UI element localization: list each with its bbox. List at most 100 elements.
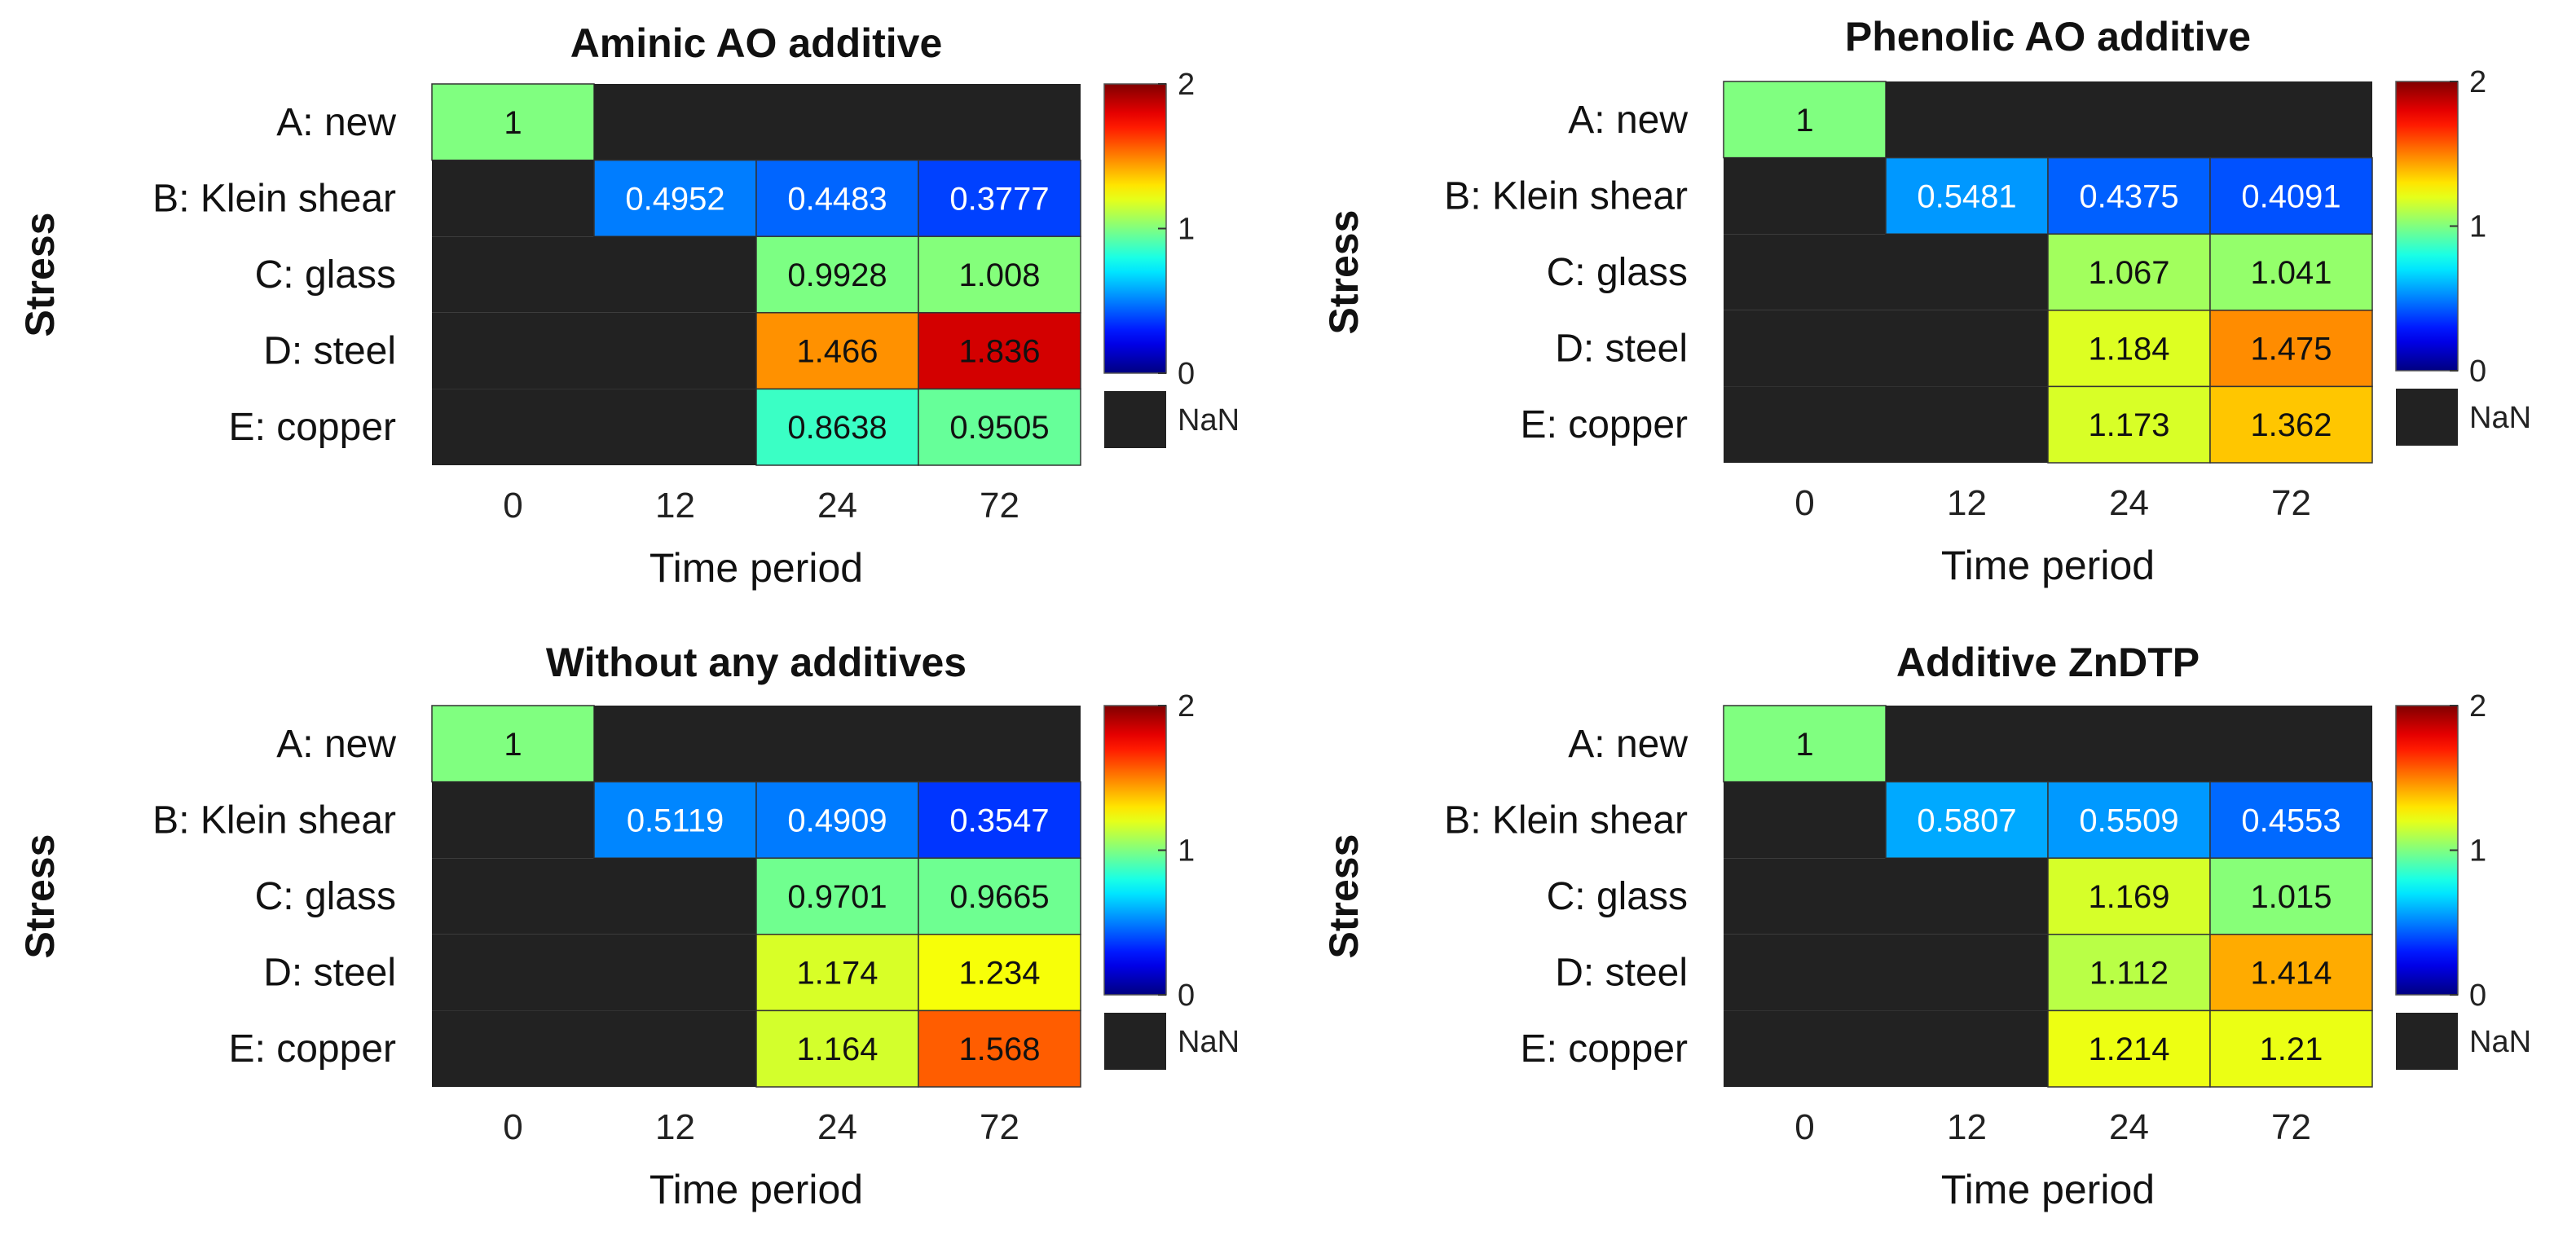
- heatmap-cell: [2047, 781, 2211, 859]
- x-tick-label: 12: [655, 486, 695, 526]
- x-axis-title: Time period: [1941, 1167, 2155, 1212]
- x-tick-label: 24: [817, 1107, 857, 1147]
- x-tick-label: 0: [503, 486, 522, 526]
- cell-value-label: 0.5119: [627, 803, 724, 838]
- cell-value-label: 0.5509: [2079, 803, 2178, 838]
- chart-title: Without any additives: [546, 640, 967, 685]
- heatmap-cell: [2209, 781, 2373, 859]
- cell-value-label: 1.214: [2088, 1031, 2169, 1067]
- y-tick-label: D: steel: [1555, 328, 1688, 371]
- heatmap-cell: [2209, 310, 2373, 388]
- cell-value-label: 1.112: [2089, 956, 2169, 992]
- heatmap-cell: [594, 236, 756, 313]
- heatmap-panel-4: Additive ZnDTP 1 0.5807 0.5509 0.4553 1.169 1.…: [1321, 640, 2531, 1212]
- cell-value-label: 1.568: [958, 1031, 1040, 1067]
- y-tick-label: D: steel: [263, 330, 396, 373]
- y-axis-title: Stress: [17, 834, 63, 959]
- heatmap-cell: [2209, 233, 2373, 311]
- x-tick-label: 72: [2271, 483, 2311, 523]
- cell-value-label: 0.8638: [787, 410, 887, 446]
- heatmap-cell: [918, 1009, 1081, 1088]
- heatmap-cell: [2209, 385, 2373, 464]
- nan-legend-label: NaN: [2469, 1025, 2531, 1059]
- colorbar-tick-label: 0: [1178, 979, 1195, 1013]
- colorbar-tick-label: 0: [1178, 357, 1195, 391]
- y-tick-label: C: glass: [1547, 875, 1688, 918]
- y-tick-label: A: new: [276, 101, 396, 144]
- heatmap-cell: [2047, 385, 2211, 464]
- chart-title: Aminic AO additive: [570, 20, 943, 66]
- cell-value-label: 0.4483: [787, 181, 887, 217]
- x-tick-label: 24: [2109, 483, 2149, 523]
- cell-value-label: 0.4091: [2241, 178, 2340, 214]
- heatmap-cell: [755, 159, 919, 237]
- heatmap-panel-3: Without any additives 1 0.5119 0.4909 0.3547…: [17, 640, 1240, 1212]
- x-tick-label: 0: [503, 1107, 522, 1147]
- y-tick-label: B: Klein shear: [1444, 798, 1688, 842]
- nan-legend-label: NaN: [1178, 403, 1240, 438]
- y-axis-title: Stress: [17, 213, 63, 337]
- x-tick-label: 12: [1947, 483, 1987, 523]
- y-axis-title: Stress: [1321, 210, 1367, 335]
- chart-title: Additive ZnDTP: [1896, 640, 2200, 685]
- heatmap-cell: [918, 84, 1081, 161]
- heatmap-cell: [1886, 1010, 2048, 1087]
- heatmap-cell: [1724, 157, 1886, 235]
- cell-value-label: 1.21: [2260, 1031, 2323, 1067]
- cell-value-label: 0.4375: [2079, 178, 2178, 214]
- heatmap-cell: [755, 781, 919, 859]
- colorbar: [2395, 81, 2459, 372]
- nan-legend-label: NaN: [2469, 401, 2531, 435]
- y-tick-label: A: new: [1568, 723, 1688, 766]
- heatmap-cell: [2210, 81, 2372, 158]
- heatmap-cell: [1724, 234, 1886, 310]
- heatmap-cell: [432, 312, 594, 389]
- x-axis-title: Time period: [1941, 543, 2155, 588]
- cell-value-label: 1: [1795, 727, 1813, 763]
- heatmap-cell: [2047, 1009, 2211, 1088]
- heatmap-cell: [593, 159, 757, 237]
- y-tick-label: B: Klein shear: [152, 177, 396, 220]
- cell-value-label: 1.234: [958, 956, 1040, 992]
- heatmap-cell: [918, 159, 1081, 237]
- heatmap-cell: [1886, 386, 2048, 463]
- x-tick-label: 12: [1947, 1107, 1987, 1147]
- nan-swatch: [1104, 1013, 1166, 1070]
- colorbar-tick-label: 0: [2469, 354, 2486, 389]
- heatmap-cell: [1886, 310, 2048, 387]
- colorbar-tick-label: 1: [1178, 834, 1195, 869]
- y-tick-label: C: glass: [255, 253, 396, 297]
- y-tick-label: E: copper: [229, 406, 396, 449]
- heatmap-cell: [431, 83, 595, 161]
- heatmap-cell: [594, 706, 756, 782]
- y-tick-label: A: new: [276, 723, 396, 766]
- y-tick-label: A: new: [1568, 99, 1688, 142]
- cell-value-label: 1.169: [2088, 879, 2169, 915]
- cell-value-label: 1.466: [796, 334, 878, 370]
- chart-title: Phenolic AO additive: [1845, 14, 2251, 59]
- heatmap-cell: [432, 389, 594, 465]
- heatmap-cell: [918, 388, 1081, 466]
- heatmap-cell: [1724, 781, 1886, 859]
- x-tick-label: 0: [1794, 1107, 1814, 1147]
- cell-value-label: 0.4909: [787, 803, 887, 838]
- x-tick-label: 24: [817, 486, 857, 526]
- cell-value-label: 1: [504, 727, 522, 763]
- cell-value-label: 1.067: [2088, 255, 2169, 291]
- colorbar-tick-label: 2: [2469, 65, 2486, 99]
- cell-value-label: 1.362: [2250, 407, 2332, 443]
- colorbar-tick-label: 1: [1178, 213, 1195, 247]
- heatmap-cell: [432, 160, 594, 237]
- heatmap-cell: [2047, 857, 2211, 935]
- heatmap-panel-2: Phenolic AO additive 1 0.5481 0.4375 0.4091 1…: [1321, 14, 2531, 588]
- heatmap-cell: [1886, 81, 2048, 158]
- cell-value-label: 1.414: [2250, 956, 2332, 992]
- heatmap-cell: [594, 389, 756, 465]
- cell-value-label: 0.5807: [1917, 803, 2016, 838]
- heatmap-cell: [2209, 156, 2373, 235]
- cell-value-label: 0.9928: [787, 257, 887, 293]
- y-tick-label: D: steel: [263, 952, 396, 995]
- x-tick-label: 72: [980, 486, 1019, 526]
- heatmap-cell: [918, 857, 1081, 935]
- heatmap-cell: [755, 235, 919, 314]
